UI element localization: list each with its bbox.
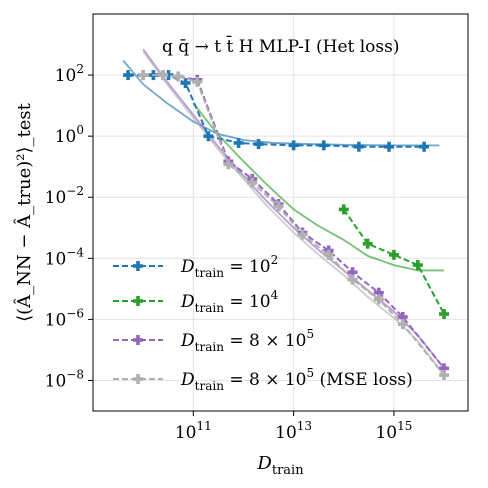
x-axis-ticks: 1011 1013 1015 <box>175 411 412 443</box>
legend-item: Dtrain = 8 × 105 (MSE loss) <box>113 366 413 393</box>
x-tick-label: 1013 <box>275 419 312 443</box>
fit-curve <box>122 59 440 147</box>
data-point <box>412 260 423 271</box>
legend-marker <box>133 296 143 306</box>
legend-marker <box>133 374 143 384</box>
data-point <box>373 294 384 305</box>
legend-label: Dtrain = 8 × 105 (MSE loss) <box>180 366 413 393</box>
data-point <box>419 141 430 152</box>
data-point <box>158 70 169 81</box>
data-point <box>347 267 358 278</box>
data-point <box>173 71 184 82</box>
data-point <box>223 159 234 170</box>
data-point <box>353 141 364 152</box>
data-point <box>123 70 134 81</box>
series-line <box>342 208 445 315</box>
x-axis-label: Dtrain <box>256 453 304 478</box>
chart-title: q q̄ → t t̄ H MLP-I (Het loss) <box>162 34 400 57</box>
y-tick-label: 10−6 <box>45 306 84 330</box>
data-point <box>347 274 358 285</box>
data-point <box>397 311 408 322</box>
legend-item: Dtrain = 104 <box>113 288 279 315</box>
data-point <box>138 70 149 81</box>
data-point <box>362 238 373 249</box>
data-point <box>388 249 399 260</box>
data-point <box>397 319 408 330</box>
x-tick-label: 1015 <box>375 419 412 443</box>
data-point <box>439 309 450 320</box>
data-point <box>439 370 450 381</box>
y-tick-label: 10−4 <box>45 245 85 269</box>
y-tick-label: 10−8 <box>45 367 84 391</box>
data-point <box>338 204 349 215</box>
legend-item: Dtrain = 8 × 105 <box>113 327 314 354</box>
y-tick-label: 102 <box>55 62 84 86</box>
data-point <box>273 201 284 212</box>
fit-curve <box>142 50 445 376</box>
data-point <box>288 140 299 151</box>
data-point <box>253 139 264 150</box>
data-series <box>123 70 450 381</box>
data-point <box>323 249 334 260</box>
data-point <box>180 78 191 89</box>
legend-marker <box>133 335 143 345</box>
y-axis-label: ⟨(Â_NN − Â_true)²⟩_test <box>12 102 35 322</box>
data-point <box>233 137 244 148</box>
y-tick-label: 10−2 <box>45 184 84 208</box>
data-point <box>297 229 308 240</box>
legend-marker <box>133 261 143 271</box>
legend-label: Dtrain = 104 <box>180 288 279 315</box>
data-point <box>203 131 214 142</box>
legend-item: Dtrain = 102 <box>113 253 278 280</box>
data-point <box>192 76 203 87</box>
legend-label: Dtrain = 102 <box>180 253 278 280</box>
data-point <box>439 363 450 374</box>
data-point <box>373 287 384 298</box>
plot-frame <box>92 13 469 412</box>
x-tick-label: 1011 <box>175 419 212 443</box>
legend: Dtrain = 102 Dtrain = 104 Dtrain = 8 × 105… <box>113 253 413 393</box>
data-point <box>247 177 258 188</box>
y-tick-label: 100 <box>55 123 84 147</box>
data-point <box>318 140 329 151</box>
data-point <box>163 70 174 81</box>
y-axis-ticks: 102 100 10−2 10−4 10−6 10−8 <box>45 62 93 391</box>
data-point <box>384 141 395 152</box>
legend-label: Dtrain = 8 × 105 <box>180 327 314 354</box>
fit-curve <box>142 48 445 369</box>
fit-curve <box>192 102 445 272</box>
